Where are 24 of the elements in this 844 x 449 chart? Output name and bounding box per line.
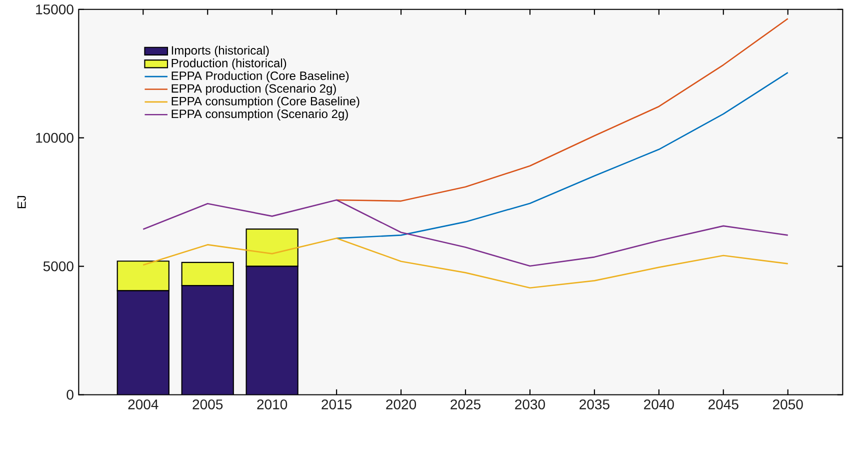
x-tick-label: 2030	[515, 400, 545, 410]
y-tick-label: 15000	[36, 4, 74, 14]
x-tick-label: 2010	[257, 400, 288, 410]
y-tick-label: 5000	[43, 261, 74, 272]
x-tick-label: 2035	[580, 400, 610, 410]
line-series	[142, 238, 789, 289]
legend-label: Production (historical)	[172, 58, 286, 70]
y-axis-title: EJ	[18, 196, 26, 208]
legend-label: EPPA production (Scenario 2g)	[172, 84, 336, 96]
legend-label: EPPA Production (Core Baseline)	[172, 71, 349, 83]
x-tick-label: 2050	[773, 400, 803, 410]
x-tick-label: 2004	[128, 400, 158, 410]
line-series	[142, 199, 789, 267]
x-tick-label: 2015	[322, 400, 352, 410]
legend-label: Imports (historical)	[172, 46, 269, 58]
x-tick-label: 2020	[386, 400, 416, 410]
legend-label: EPPA consumption (Scenario 2g)	[172, 109, 348, 121]
x-tick-label: 2025	[450, 400, 480, 410]
legend-label: EPPA consumption (Core Baseline)	[172, 96, 360, 108]
y-tick-label: 10000	[36, 133, 74, 143]
x-tick-label: 2045	[708, 400, 738, 410]
x-tick-label: 2005	[192, 400, 223, 410]
x-tick-label: 2040	[644, 400, 674, 410]
y-tick-label: 0	[66, 390, 74, 400]
